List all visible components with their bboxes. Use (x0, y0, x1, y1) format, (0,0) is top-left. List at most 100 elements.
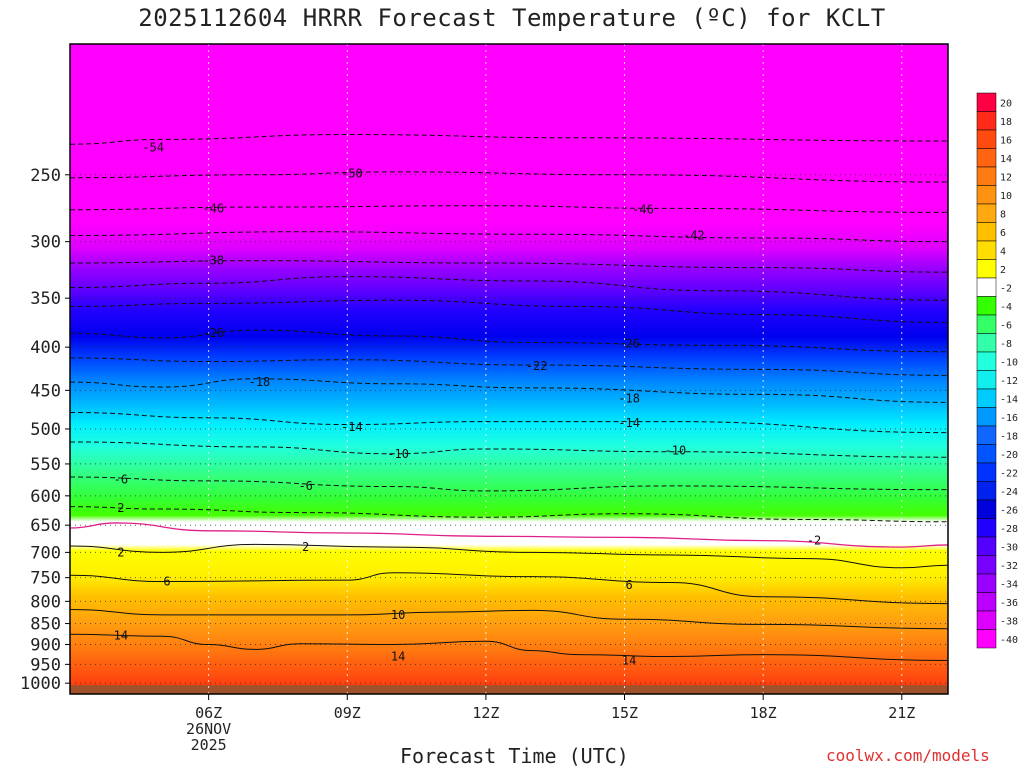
colorbar-label: 10 (1000, 191, 1012, 202)
isotherm-line (69, 608, 949, 630)
y-tick-label: 750 (30, 569, 61, 589)
isotherm-line (69, 134, 949, 145)
colorbar-label: -16 (1000, 413, 1018, 424)
isotherm-label: -18 (249, 375, 271, 389)
isotherm-label: -46 (632, 203, 654, 217)
colorbar-swatch (976, 536, 997, 556)
y-tick-label: 600 (30, 487, 61, 507)
colorbar-swatch (976, 222, 997, 242)
colorbar-swatch (976, 314, 997, 334)
colorbar-swatch (976, 629, 997, 649)
isotherm-label: 14 (114, 628, 128, 642)
colorbar-swatch (976, 592, 997, 612)
colorbar-label: -22 (1000, 468, 1018, 479)
isotherm-line (69, 441, 949, 458)
colorbar-label: -24 (1000, 487, 1018, 498)
y-tick-label: 800 (30, 592, 61, 612)
isotherm-line (69, 633, 949, 661)
colorbar-label: -38 (1000, 616, 1018, 627)
isotherm-label: 6 (626, 578, 633, 592)
isotherm-label: 2 (117, 545, 124, 559)
x-tick-label: 18Z (750, 704, 777, 722)
colorbar-swatch (976, 555, 997, 575)
isotherm-label: -18 (618, 391, 640, 405)
colorbar-label: -20 (1000, 450, 1018, 461)
isotherm-label: -54 (142, 140, 164, 154)
colorbar-swatch (976, 370, 997, 390)
y-tick-label: 850 (30, 615, 61, 635)
y-tick-label: 300 (30, 233, 61, 253)
colorbar-swatch (976, 277, 997, 297)
temperature-gradient (70, 44, 948, 694)
colorbar-swatch (976, 259, 997, 279)
colorbar-label: -32 (1000, 561, 1018, 572)
isotherm-line (69, 357, 949, 376)
isotherm-label: -6 (114, 473, 128, 487)
isotherm-label: -14 (341, 420, 363, 434)
colorbar-label: -34 (1000, 579, 1018, 590)
isotherm-labels: -54-50-46 -46-42-38-26-26-22-18-18-14 -14-… (114, 140, 822, 667)
isotherm-label: 6 (163, 575, 170, 589)
y-tick-label: 450 (30, 381, 61, 401)
colorbar-swatch (976, 203, 997, 223)
isotherm-label: -14 (618, 416, 640, 430)
isotherm-line (69, 260, 949, 273)
y-tick-label: 500 (30, 420, 61, 440)
colorbar-label: -2 (1000, 283, 1012, 294)
isotherm-label: 2 (117, 501, 124, 515)
colorbar-label: 8 (1000, 209, 1006, 220)
colorbar-swatch (976, 388, 997, 408)
colorbar-label: 12 (1000, 172, 1012, 183)
colorbar-label: 4 (1000, 246, 1006, 257)
x-tick-label: 06Z (195, 704, 222, 722)
chart-title: 2025112604 HRRR Forecast Temperature (ºC… (138, 4, 886, 32)
x-tick-label: 15Z (611, 704, 638, 722)
colorbar-swatch (976, 240, 997, 260)
colorbar-label: 16 (1000, 135, 1012, 146)
colorbar-swatch (976, 166, 997, 186)
colorbar-label: 2 (1000, 265, 1006, 276)
isotherm-line (69, 205, 949, 213)
isotherm-label: -46 (202, 201, 224, 215)
isotherm-line (69, 572, 949, 605)
colorbar-swatch (976, 351, 997, 371)
colorbar-swatch (976, 462, 997, 482)
colorbar-label: 14 (1000, 154, 1012, 165)
x-tick-date: 26NOV (186, 720, 231, 738)
colorbar-label: -6 (1000, 320, 1012, 331)
y-tick-label: 1000 (20, 674, 61, 694)
isotherm-line (69, 522, 949, 548)
isotherm-label: -50 (341, 166, 363, 180)
colorbar-swatch (976, 610, 997, 630)
colorbar-swatch (976, 425, 997, 445)
isotherm-line (69, 276, 949, 301)
colorbar-swatch (976, 518, 997, 538)
plot-frame (69, 43, 949, 695)
colorbar-swatch (976, 92, 997, 112)
ground-rect (70, 685, 948, 694)
isotherm-label: -38 (202, 254, 224, 268)
y-tick-label: 700 (30, 543, 61, 563)
colorbar-label: -4 (1000, 302, 1012, 313)
plot-border (69, 43, 949, 695)
grid-lines (70, 44, 948, 694)
isotherm-label: -10 (387, 447, 409, 461)
colorbar-label: -18 (1000, 431, 1018, 442)
credit-text: coolwx.com/models (826, 746, 990, 765)
colorbar-label: -36 (1000, 598, 1018, 609)
isotherm-label: -42 (683, 228, 705, 242)
y-tick-label: 550 (30, 455, 61, 475)
isotherm-line (69, 299, 949, 324)
isotherm-label: -26 (618, 336, 640, 350)
isotherm-line (69, 506, 949, 523)
colorbar-label: -10 (1000, 357, 1018, 368)
isotherm-label: -26 (202, 326, 224, 340)
isotherm-line (69, 476, 949, 492)
colorbar-swatch (976, 499, 997, 519)
colorbar: 20 18 16 14 12 10 8 6 4 2 -2 -4 -6 -8 -10 -12 -14 -16 -18 -… (976, 92, 1018, 649)
colorbar-swatch (976, 148, 997, 168)
y-tick-label: 350 (30, 289, 61, 309)
y-tick-label: 650 (30, 516, 61, 536)
colorbar-swatch (976, 333, 997, 353)
